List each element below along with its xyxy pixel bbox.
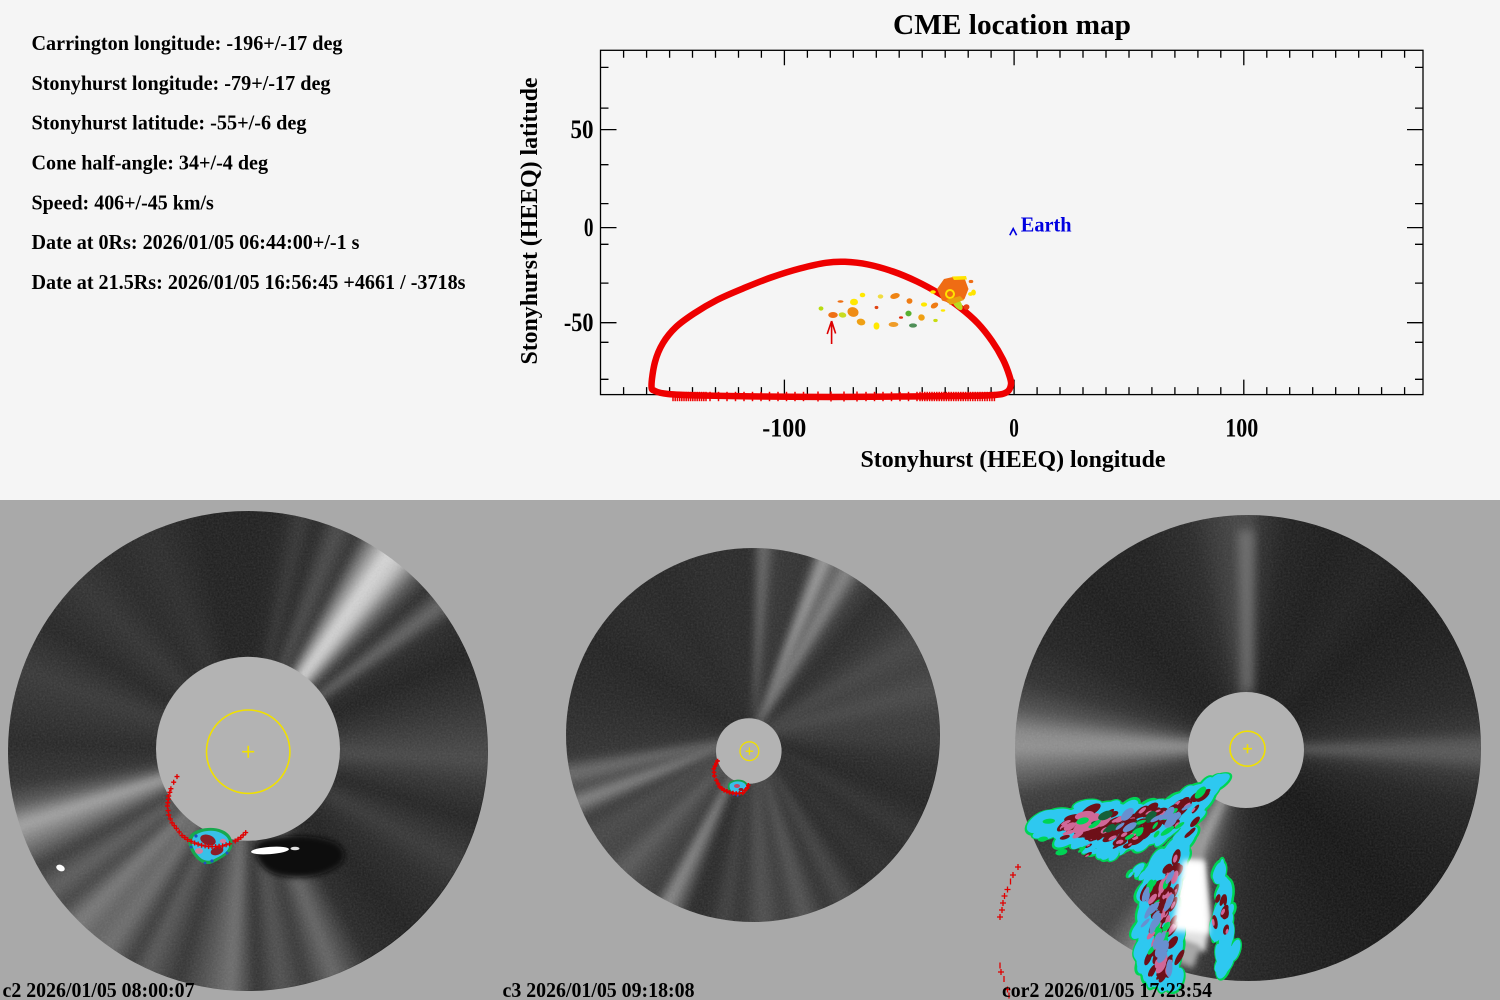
- svg-text:Stonyhurst latitude: -55+/-6 d: Stonyhurst latitude: -55+/-6 deg: [32, 111, 307, 135]
- svg-text:Speed: 406+/-45 km/s: Speed: 406+/-45 km/s: [32, 190, 214, 214]
- svg-text:Cone half-angle: 34+/-4 deg: Cone half-angle: 34+/-4 deg: [32, 151, 269, 175]
- svg-text:Stonyhurst (HEEQ) latitude: Stonyhurst (HEEQ) latitude: [516, 77, 543, 364]
- svg-text:-50: -50: [564, 308, 594, 337]
- svg-text:100: 100: [1225, 413, 1258, 442]
- svg-text:Earth: Earth: [1021, 212, 1072, 236]
- svg-text:Date at 0Rs: 2026/01/05 06:44:: Date at 0Rs: 2026/01/05 06:44:00+/-1 s: [32, 230, 360, 254]
- svg-text:-100: -100: [762, 413, 806, 442]
- svg-text:Stonyhurst (HEEQ) longitude: Stonyhurst (HEEQ) longitude: [861, 446, 1166, 473]
- svg-text:Stonyhurst longitude: -79+/-17: Stonyhurst longitude: -79+/-17 deg: [32, 71, 331, 95]
- svg-text:c3 2026/01/05 09:18:08: c3 2026/01/05 09:18:08: [503, 978, 695, 1000]
- svg-text:Carrington longitude: -196+/-1: Carrington longitude: -196+/-17 deg: [32, 31, 343, 55]
- svg-text:0: 0: [1009, 413, 1019, 442]
- svg-text:50: 50: [571, 115, 594, 144]
- svg-text:Date at 21.5Rs: 2026/01/05 16:: Date at 21.5Rs: 2026/01/05 16:56:45 +466…: [32, 270, 466, 294]
- svg-text:cor2 2026/01/05 17:23:54: cor2 2026/01/05 17:23:54: [1002, 978, 1212, 1000]
- svg-text:CME location map: CME location map: [893, 10, 1131, 41]
- svg-text:c2 2026/01/05 08:00:07: c2 2026/01/05 08:00:07: [3, 978, 195, 1000]
- svg-text:0: 0: [584, 213, 594, 242]
